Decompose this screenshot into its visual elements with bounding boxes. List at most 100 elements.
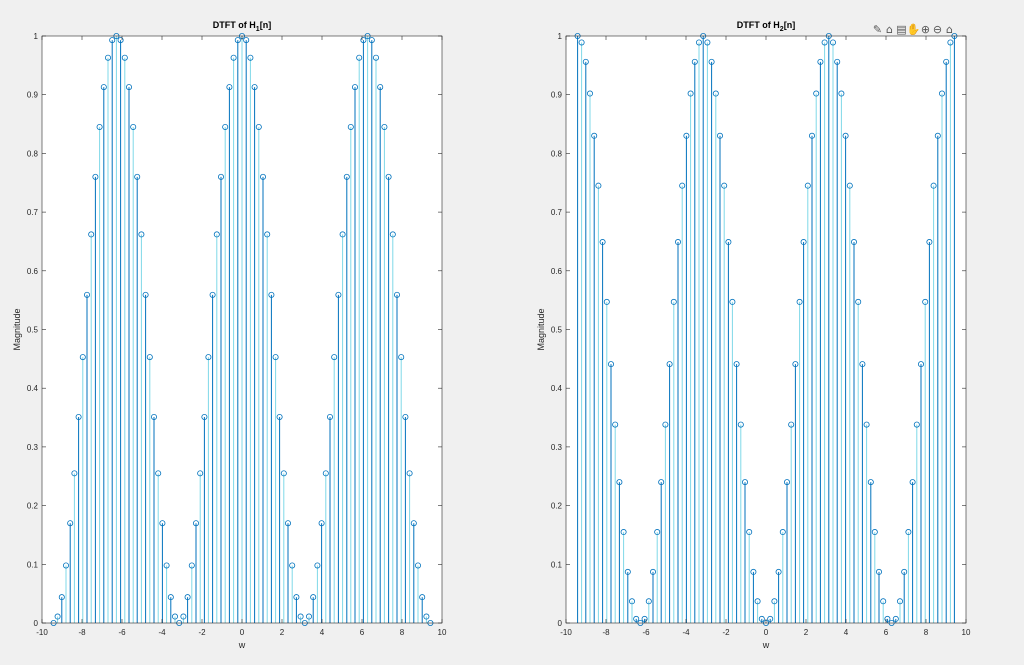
x-tick-label: -2 xyxy=(722,628,730,637)
stem-marker xyxy=(96,123,103,130)
stem-marker xyxy=(846,182,853,189)
stem-marker xyxy=(192,520,199,527)
stem-marker xyxy=(314,562,321,569)
stem-marker xyxy=(930,182,937,189)
home-icon[interactable]: ⌂ xyxy=(946,22,953,36)
stem-marker xyxy=(377,84,384,91)
stem-marker xyxy=(67,520,74,527)
x-tick-label: -4 xyxy=(682,628,690,637)
stem-marker xyxy=(247,54,254,61)
stem-marker xyxy=(234,37,241,44)
stem-marker xyxy=(171,613,178,620)
stem-marker xyxy=(813,90,820,97)
stem-marker xyxy=(892,615,899,622)
stem-marker xyxy=(855,298,862,305)
stem-marker xyxy=(58,594,65,601)
x-tick-label: 4 xyxy=(844,628,849,637)
stem-marker xyxy=(658,479,665,486)
stem-marker xyxy=(633,615,640,622)
x-tick-label: -6 xyxy=(118,628,126,637)
stem-marker xyxy=(289,562,296,569)
stem-marker xyxy=(863,421,870,428)
stem-marker xyxy=(75,413,82,420)
stem-marker xyxy=(159,520,166,527)
stem-marker xyxy=(876,568,883,575)
stem-marker xyxy=(410,520,417,527)
stem-marker xyxy=(909,479,916,486)
stem-marker xyxy=(712,90,719,97)
stem-marker xyxy=(629,598,636,605)
stem-marker xyxy=(624,568,631,575)
stem-marker xyxy=(867,479,874,486)
stem-marker xyxy=(335,291,342,298)
export-icon[interactable]: ▤ xyxy=(896,22,907,36)
stem-marker xyxy=(351,84,358,91)
stem-marker xyxy=(851,239,858,246)
stem-marker xyxy=(222,123,229,130)
x-tick-label: 0 xyxy=(764,628,769,637)
chart-title-subscript: 1 xyxy=(256,26,260,33)
stem-marker xyxy=(800,239,807,246)
y-tick-label: 0 xyxy=(34,619,39,628)
stem-marker xyxy=(662,421,669,428)
pan-hand-icon[interactable]: ✋ xyxy=(906,22,921,36)
stem-marker xyxy=(201,413,208,420)
stem-marker xyxy=(134,173,141,180)
stem-marker xyxy=(385,173,392,180)
y-tick-label: 0.2 xyxy=(551,502,563,511)
stem-marker xyxy=(197,470,204,477)
stem-marker xyxy=(905,529,912,536)
stem-marker xyxy=(620,529,627,536)
stem-marker xyxy=(650,568,657,575)
stem-marker xyxy=(687,90,694,97)
stem-marker xyxy=(737,421,744,428)
zoom-in-icon[interactable]: ⊕ xyxy=(920,22,931,36)
stem-marker xyxy=(582,58,589,65)
chart-2: -10 -8 -6 -4 -2 0 2 4 6 8 10 0 0.1 0.2 0.3 0.4 0.5 0.6 0.7… xyxy=(536,20,971,650)
stem-marker xyxy=(796,298,803,305)
y-tick-label: 0.8 xyxy=(551,149,563,158)
stem-marker xyxy=(146,354,153,361)
stem-marker xyxy=(784,479,791,486)
data-tips-icon[interactable]: ⌂ xyxy=(886,22,893,36)
stem-marker xyxy=(717,132,724,139)
chart-title-text: DTFT of H xyxy=(737,20,780,30)
stem-marker xyxy=(733,361,740,368)
stem-marker xyxy=(297,613,304,620)
stem-marker xyxy=(704,39,711,46)
chart-title-suffix: [n] xyxy=(784,20,796,30)
x-tick-label: 6 xyxy=(884,628,889,637)
chart-title-suffix: [n] xyxy=(260,20,272,30)
stem-marker xyxy=(943,58,950,65)
stem-marker xyxy=(402,413,409,420)
stem-marker xyxy=(226,84,233,91)
brush-icon[interactable]: ✎ xyxy=(872,22,883,36)
x-tick-label: -10 xyxy=(36,628,48,637)
stem-marker xyxy=(595,182,602,189)
zoom-out-icon[interactable]: ⊖ xyxy=(932,22,943,36)
stem-marker xyxy=(775,568,782,575)
stem-marker xyxy=(142,291,149,298)
stem-marker xyxy=(926,239,933,246)
stem-marker xyxy=(708,58,715,65)
stem-marker xyxy=(264,231,271,238)
y-tick-label: 0.4 xyxy=(27,384,39,393)
stem-marker xyxy=(217,173,224,180)
stem-marker xyxy=(155,470,162,477)
y-tick-label: 0.9 xyxy=(27,91,39,100)
stem-marker xyxy=(758,615,765,622)
stem-marker xyxy=(163,562,170,569)
stem-marker xyxy=(603,298,610,305)
stem-marker xyxy=(339,231,346,238)
y-tick-label: 0.9 xyxy=(551,91,563,100)
x-tick-label: 10 xyxy=(438,628,447,637)
x-axis-label: w xyxy=(762,640,770,650)
y-tick-label: 0.4 xyxy=(551,384,563,393)
x-axis-label: w xyxy=(238,640,246,650)
stem-marker xyxy=(255,123,262,130)
stem-marker xyxy=(884,615,891,622)
stem-marker xyxy=(414,562,421,569)
stem-marker xyxy=(838,90,845,97)
stem-marker xyxy=(117,37,124,44)
x-tick-label: 8 xyxy=(400,628,405,637)
